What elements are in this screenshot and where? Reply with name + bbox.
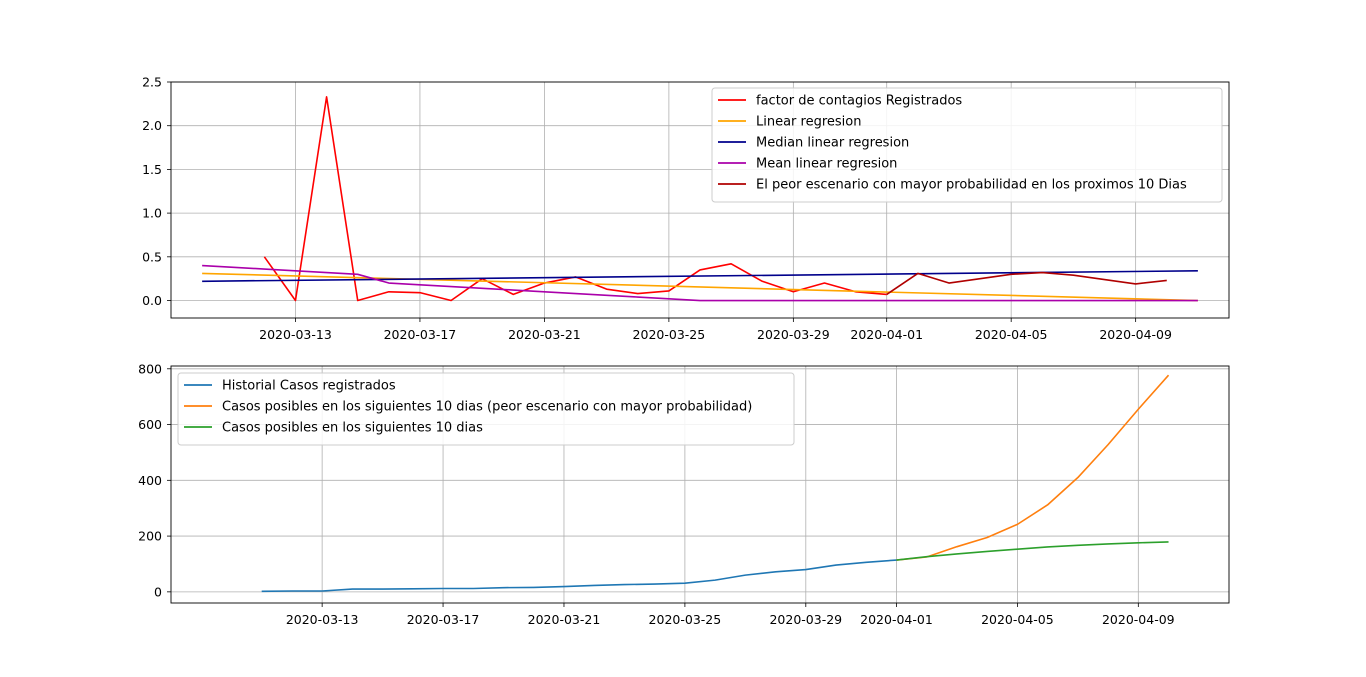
plot-frame xyxy=(170,81,1230,319)
legend-box xyxy=(711,87,1223,203)
series-line-2 xyxy=(896,374,1170,561)
y-tick-label: 600 xyxy=(138,417,162,432)
legend-label: Median linear regresion xyxy=(756,136,909,151)
x-tick-label: 2020-03-29 xyxy=(757,327,830,342)
x-tick-label: 2020-03-21 xyxy=(528,612,601,627)
x-tick-label: 2020-03-25 xyxy=(633,327,706,342)
y-tick-label: 2.5 xyxy=(142,75,162,90)
chart-2: 2020-03-13 2020-03-17 2020-03-21 2020-03-25… xyxy=(138,361,1230,627)
y-tick-label: 0.0 xyxy=(142,293,162,308)
x-tick-label: 2020-04-09 xyxy=(1099,327,1172,342)
chart-1: 2020-03-13 2020-03-17 2020-03-21 2020-03-25… xyxy=(142,75,1230,342)
legend-label: factor de contagios Registrados xyxy=(756,94,962,109)
x-tick-label: 2020-04-01 xyxy=(850,327,923,342)
x-tick-label: 2020-03-13 xyxy=(286,612,359,627)
legend-label: Linear regresion xyxy=(756,115,861,130)
legend-label: Historial Casos registrados xyxy=(222,379,396,394)
x-tick-label: 2020-03-25 xyxy=(649,612,722,627)
series-line-1 xyxy=(261,559,897,593)
y-tick-label: 2.0 xyxy=(142,118,162,133)
y-tick-label: 800 xyxy=(138,361,162,376)
series-line-3 xyxy=(896,541,1169,561)
legend-label: Casos posibles en los siguientes 10 dias xyxy=(222,421,483,436)
y-tick-label: 1.0 xyxy=(142,206,162,221)
series-line-2 xyxy=(202,272,1198,302)
y-tick-label: 400 xyxy=(138,473,162,488)
x-tick-label: 2020-04-09 xyxy=(1102,612,1175,627)
x-tick-label: 2020-03-13 xyxy=(259,327,332,342)
legend-box xyxy=(177,372,795,446)
y-tick-label: 0 xyxy=(154,584,162,599)
y-tick-label: 200 xyxy=(138,529,162,544)
x-tick-label: 2020-04-05 xyxy=(981,612,1054,627)
legend: factor de contagios Registrados Linear re… xyxy=(711,87,1223,203)
series-line-4 xyxy=(202,264,1198,302)
legend-label: Casos posibles en los siguientes 10 dias… xyxy=(222,400,752,415)
y-tick-label: 0.5 xyxy=(142,249,162,264)
x-tick-label: 2020-04-01 xyxy=(860,612,933,627)
x-tick-label: 2020-03-21 xyxy=(508,327,581,342)
series-line-5 xyxy=(886,271,1167,296)
legend-label: El peor escenario con mayor probabilidad… xyxy=(756,178,1187,193)
x-tick-label: 2020-03-29 xyxy=(769,612,842,627)
x-tick-label: 2020-04-05 xyxy=(975,327,1048,342)
legend: Historial Casos registrados Casos posible… xyxy=(177,372,795,446)
plot-frame xyxy=(170,365,1230,604)
y-tick-label: 1.5 xyxy=(142,162,162,177)
legend-label: Mean linear regresion xyxy=(756,157,897,172)
x-tick-label: 2020-03-17 xyxy=(384,327,457,342)
x-tick-label: 2020-03-17 xyxy=(407,612,480,627)
